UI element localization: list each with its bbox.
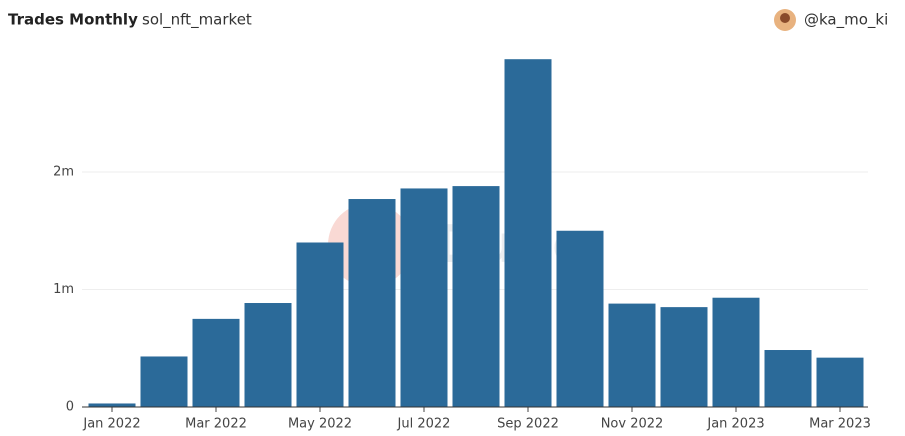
user-name[interactable]: @ka_mo_ki	[804, 11, 888, 30]
x-tick-label: Mar 2023	[809, 417, 871, 432]
avatar-face	[780, 13, 790, 23]
y-tick-label: 2m	[53, 165, 74, 180]
bar	[400, 188, 448, 407]
bar	[192, 318, 240, 407]
x-tick-label: Jan 2022	[82, 417, 140, 432]
bar	[608, 303, 656, 407]
bar	[556, 230, 604, 407]
x-tick-label: Sep 2022	[497, 417, 559, 432]
bar	[764, 350, 812, 407]
y-tick-label: 0	[66, 400, 74, 415]
x-tick-label: Nov 2022	[601, 417, 664, 432]
bar	[88, 403, 136, 407]
chart-title: Trades Monthly	[8, 11, 138, 29]
bar	[660, 307, 708, 407]
bar	[816, 357, 864, 407]
x-tick-label: Jan 2023	[706, 417, 764, 432]
bar	[504, 59, 552, 407]
x-tick-label: May 2022	[288, 417, 352, 432]
bar	[140, 356, 188, 407]
bar	[712, 297, 760, 407]
x-tick-label: Mar 2022	[185, 417, 247, 432]
bar	[348, 199, 396, 407]
bar	[452, 186, 500, 407]
chart-subtitle: sol_nft_market	[142, 11, 252, 30]
y-tick-label: 1m	[53, 282, 74, 297]
x-tick-label: Jul 2022	[397, 417, 451, 432]
bar	[244, 303, 292, 407]
bar	[296, 242, 344, 407]
